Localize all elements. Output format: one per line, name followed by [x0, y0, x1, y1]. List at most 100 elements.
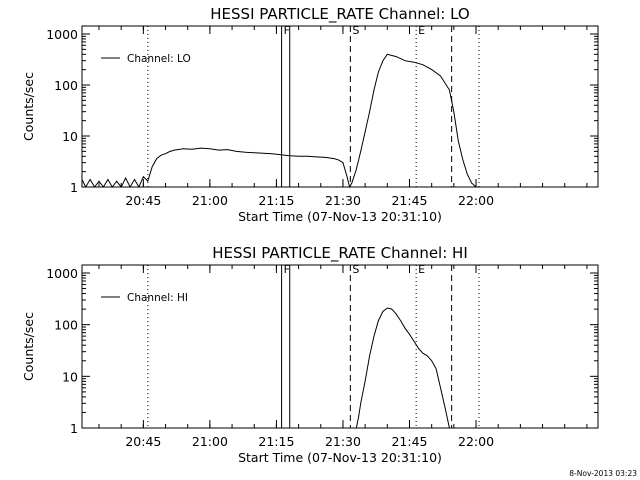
y-axis-label: Counts/sec	[21, 72, 36, 141]
data-point	[200, 147, 202, 149]
event-marker-label: F	[284, 263, 290, 276]
data-point	[453, 111, 455, 112]
data-point	[280, 154, 282, 155]
y-tick-label: 100	[54, 318, 78, 333]
plot-frame	[81, 264, 599, 429]
data-point	[457, 140, 459, 142]
data-point	[98, 180, 100, 182]
data-point	[324, 157, 326, 158]
data-point	[413, 340, 415, 342]
data-point	[413, 61, 415, 63]
data-point	[378, 71, 379, 73]
chart-panel-2: HESSI PARTICLE_RATE Channel: HI 20:45 21:0…	[21, 244, 599, 465]
data-point	[404, 60, 406, 61]
data-point	[94, 186, 95, 188]
data-point	[147, 180, 149, 182]
data-point	[449, 427, 450, 429]
y-tick-label: 100	[54, 78, 78, 93]
data-point	[218, 149, 220, 151]
data-point	[373, 335, 375, 337]
data-point	[431, 69, 432, 70]
x-axis-label: Start Time (07-Nov-13 20:31:10)	[238, 209, 442, 224]
chart-title: HESSI PARTICLE_RATE Channel: LO	[210, 5, 469, 24]
data-point	[143, 176, 144, 177]
data-point	[358, 417, 359, 418]
data-point	[418, 347, 419, 349]
data-point	[349, 186, 350, 188]
data-point	[156, 158, 157, 159]
data-point	[85, 186, 86, 188]
data-point	[89, 179, 91, 180]
y-tick-label: 1000	[46, 27, 78, 42]
data-point	[422, 352, 424, 354]
data-point	[338, 159, 339, 161]
y-tick-label: 10	[62, 369, 78, 384]
data-point	[395, 313, 397, 315]
data-point	[160, 154, 162, 156]
data-point	[262, 152, 264, 154]
event-marker-label: E	[418, 263, 425, 276]
data-point	[169, 151, 171, 152]
x-tick-label: 21:45	[391, 193, 427, 208]
data-point	[307, 155, 308, 157]
event-marker-label: S	[352, 24, 359, 37]
data-point	[355, 169, 357, 170]
x-tick-label: 21:30	[325, 193, 361, 208]
series-line	[81, 53, 477, 189]
data-point	[165, 153, 166, 154]
data-point	[355, 427, 357, 429]
y-axis-label: Counts/sec	[21, 312, 36, 381]
data-point	[151, 166, 153, 168]
data-point	[333, 158, 335, 159]
data-point	[369, 111, 370, 112]
data-point	[426, 355, 428, 357]
data-point	[134, 179, 135, 180]
data-point	[431, 360, 432, 362]
x-tick-label: 21:00	[192, 193, 228, 208]
y-tick-label: 1	[70, 421, 78, 436]
x-tick-label: 21:15	[258, 434, 294, 449]
data-point	[444, 407, 446, 408]
data-point	[138, 186, 140, 188]
data-point	[289, 155, 291, 157]
data-point	[440, 387, 441, 389]
data-point	[369, 355, 370, 357]
data-point	[351, 182, 353, 184]
data-point	[236, 151, 237, 152]
data-point	[107, 179, 109, 180]
data-point	[373, 89, 375, 91]
x-tick-label: 22:00	[458, 434, 494, 449]
data-point	[174, 149, 175, 151]
data-point	[342, 162, 344, 163]
data-point	[120, 186, 122, 188]
data-point	[116, 180, 118, 182]
chart-panel-1: HESSI PARTICLE_RATE Channel: LO 20:45 21:0…	[21, 5, 599, 224]
data-point	[440, 75, 441, 77]
data-point	[360, 403, 361, 404]
x-tick-label: 21:15	[258, 193, 294, 208]
data-point	[182, 148, 184, 150]
x-tick-label: 20:45	[125, 193, 161, 208]
data-point	[347, 177, 348, 179]
legend-entry: Channel: LO	[127, 53, 191, 65]
data-point	[391, 308, 393, 310]
series-line	[355, 307, 450, 429]
data-point	[382, 311, 384, 312]
data-point	[378, 320, 379, 321]
data-point	[422, 64, 424, 66]
data-point	[209, 148, 211, 150]
data-point	[435, 368, 437, 370]
plot-timestamp: 8-Nov-2013 03:23	[569, 469, 637, 478]
data-point	[387, 53, 388, 55]
chart-title: HESSI PARTICLE_RATE Channel: HI	[212, 244, 468, 263]
x-tick-label: 21:45	[391, 434, 427, 449]
data-point	[103, 186, 104, 188]
x-tick-label: 21:30	[325, 434, 361, 449]
event-marker-label: F	[284, 24, 290, 37]
plot-frame	[81, 25, 599, 188]
y-tick-label: 1000	[46, 266, 78, 281]
data-point	[449, 89, 450, 91]
data-point	[462, 158, 464, 160]
data-point	[364, 381, 366, 382]
